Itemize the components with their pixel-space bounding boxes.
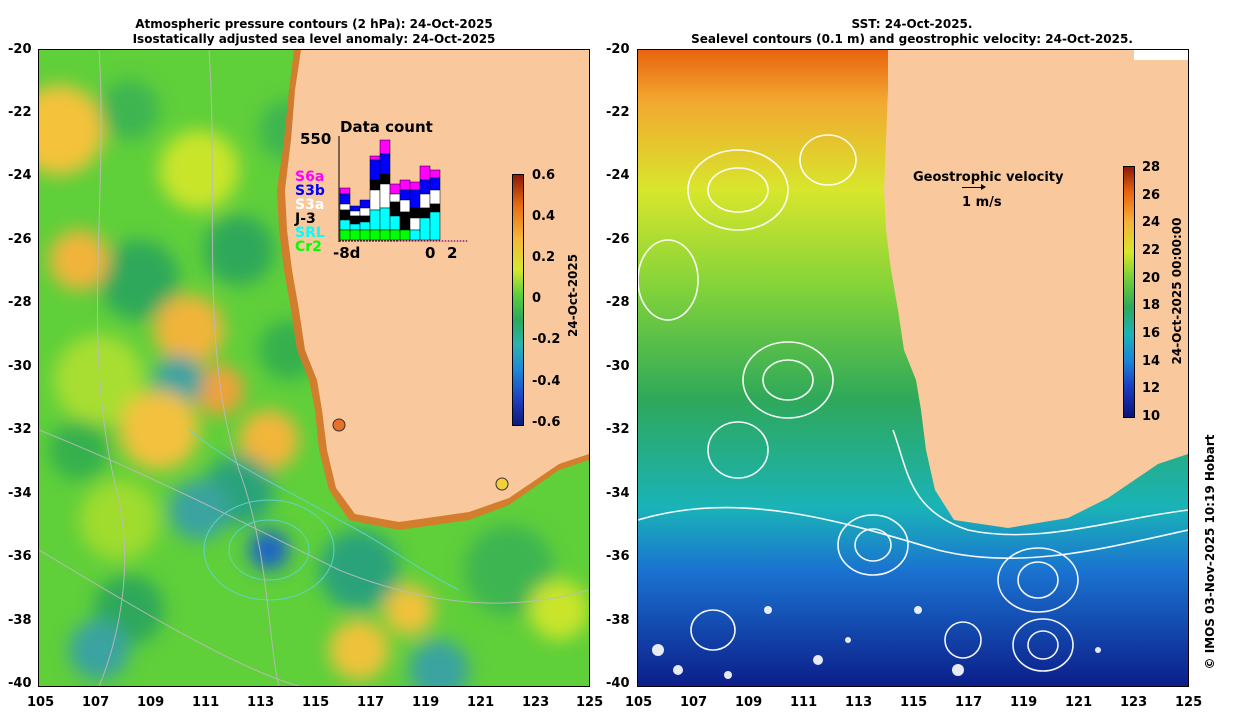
tide-gauge-marker <box>495 477 509 491</box>
right-lon-tick: 125 <box>1175 695 1203 710</box>
left-lon-tick: 115 <box>302 695 330 710</box>
tide-gauge-marker <box>332 418 346 432</box>
sat-label-cr2: Cr2 <box>295 239 322 255</box>
right-lat-tick: -40 <box>606 676 630 691</box>
data-count-inset: Data count 550 S6a S3b S3a J-3 SRL Cr2 <box>290 118 475 268</box>
left-lat-tick: -30 <box>8 359 32 374</box>
inset-title: Data count <box>340 118 433 136</box>
right-lon-tick: 105 <box>625 695 653 710</box>
left-lon-tick: 105 <box>27 695 55 710</box>
imos-credit: © IMOS 03-Nov-2025 10:19 Hobart <box>1203 434 1217 670</box>
ssha-map <box>38 49 590 687</box>
left-lon-tick: 117 <box>357 695 385 710</box>
left-lon-tick: 111 <box>192 695 220 710</box>
right-lat-tick: -28 <box>606 295 630 310</box>
sst-cb-tick: 10 <box>1142 409 1161 424</box>
inset-x-right: 2 <box>447 244 458 262</box>
sat-label-s3b: S3b <box>295 183 325 199</box>
ssha-cb-tick: -0.4 <box>532 374 561 389</box>
sealevel-contours <box>638 134 1188 672</box>
left-lon-tick: 119 <box>412 695 440 710</box>
right-lon-tick: 119 <box>1010 695 1038 710</box>
sst-map-canvas <box>638 50 1188 686</box>
right-lat-tick: -22 <box>606 105 630 120</box>
ssha-field <box>39 80 589 686</box>
left-lon-tick: 123 <box>522 695 550 710</box>
sat-label-j3: J-3 <box>295 211 316 227</box>
left-lat-tick: -36 <box>8 549 32 564</box>
left-lat-tick: -28 <box>8 295 32 310</box>
right-lon-tick: 123 <box>1120 695 1148 710</box>
velocity-legend-label: Geostrophic velocity <box>913 170 1064 185</box>
sat-label-s6a: S6a <box>295 169 325 185</box>
left-lat-tick: -20 <box>8 42 32 57</box>
pressure-contours <box>39 50 589 686</box>
right-lon-tick: 115 <box>900 695 928 710</box>
right-lon-tick: 107 <box>680 695 708 710</box>
ssha-cb-label: 24-Oct-2025 <box>566 253 580 337</box>
inset-x-mid: 0 <box>425 244 436 262</box>
right-title-line1: SST: 24-Oct-2025. <box>851 17 973 31</box>
left-lat-tick: -24 <box>8 168 32 183</box>
right-lon-tick: 117 <box>955 695 983 710</box>
velocity-arrow-icon <box>962 184 986 190</box>
right-lat-tick: -36 <box>606 549 630 564</box>
sst-cb-tick: 14 <box>1142 354 1161 369</box>
sst-cb-tick: 24 <box>1142 215 1161 230</box>
sst-cb-tick: 18 <box>1142 298 1161 313</box>
left-lat-tick: -26 <box>8 232 32 247</box>
ssha-cb-tick: -0.6 <box>532 415 561 430</box>
left-lon-tick: 107 <box>82 695 110 710</box>
sst-cb-tick: 26 <box>1142 188 1161 203</box>
sst-cb-tick: 12 <box>1142 381 1161 396</box>
left-lat-tick: -34 <box>8 486 32 501</box>
ssha-colorbar <box>512 174 524 426</box>
inset-ymax: 550 <box>300 130 332 148</box>
sst-colorbar <box>1123 166 1135 418</box>
sat-label-s3a: S3a <box>295 197 325 213</box>
left-title-line1: Atmospheric pressure contours (2 hPa): 2… <box>135 17 493 31</box>
right-lat-tick: -24 <box>606 168 630 183</box>
ssha-cb-tick: 0.6 <box>532 168 556 183</box>
ssha-cb-tick: 0.4 <box>532 209 556 224</box>
inset-bars <box>338 136 468 242</box>
right-lat-tick: -26 <box>606 232 630 247</box>
sst-cb-tick: 22 <box>1142 243 1161 258</box>
sst-cb-label: 24-Oct-2025 00:00:00 <box>1170 217 1184 365</box>
left-lat-tick: -32 <box>8 422 32 437</box>
left-lon-tick: 109 <box>137 695 165 710</box>
left-lon-tick: 113 <box>247 695 275 710</box>
velocity-scale-label: 1 m/s <box>962 195 1002 210</box>
left-title-line2: Isostatically adjusted sea level anomaly… <box>132 32 496 46</box>
ssha-cb-tick: 0 <box>532 291 542 306</box>
cloud-mask <box>652 606 1101 679</box>
right-lat-tick: -38 <box>606 613 630 628</box>
sat-label-srl: SRL <box>295 225 325 241</box>
left-lat-tick: -40 <box>8 676 32 691</box>
left-lat-tick: -38 <box>8 613 32 628</box>
right-title-line2: Sealevel contours (0.1 m) and geostrophi… <box>691 32 1133 46</box>
right-lon-tick: 109 <box>735 695 763 710</box>
inset-x-left: -8d <box>333 244 361 262</box>
sst-cb-tick: 28 <box>1142 160 1161 175</box>
australia-land <box>884 50 1188 528</box>
right-lat-tick: -34 <box>606 486 630 501</box>
left-lat-tick: -22 <box>8 105 32 120</box>
ssha-contours <box>188 429 460 601</box>
ssha-cb-tick: -0.2 <box>532 332 561 347</box>
sst-cb-tick: 16 <box>1142 326 1161 341</box>
right-lon-tick: 111 <box>790 695 818 710</box>
right-lat-tick: -32 <box>606 422 630 437</box>
ssha-cb-tick: 0.2 <box>532 250 556 265</box>
ssha-map-canvas <box>39 50 589 686</box>
left-lon-tick: 125 <box>576 695 604 710</box>
right-lat-tick: -20 <box>606 42 630 57</box>
right-lon-tick: 113 <box>845 695 873 710</box>
right-lat-tick: -30 <box>606 359 630 374</box>
sst-map <box>637 49 1189 687</box>
sst-cb-tick: 20 <box>1142 271 1161 286</box>
right-lon-tick: 121 <box>1065 695 1093 710</box>
left-lon-tick: 121 <box>467 695 495 710</box>
